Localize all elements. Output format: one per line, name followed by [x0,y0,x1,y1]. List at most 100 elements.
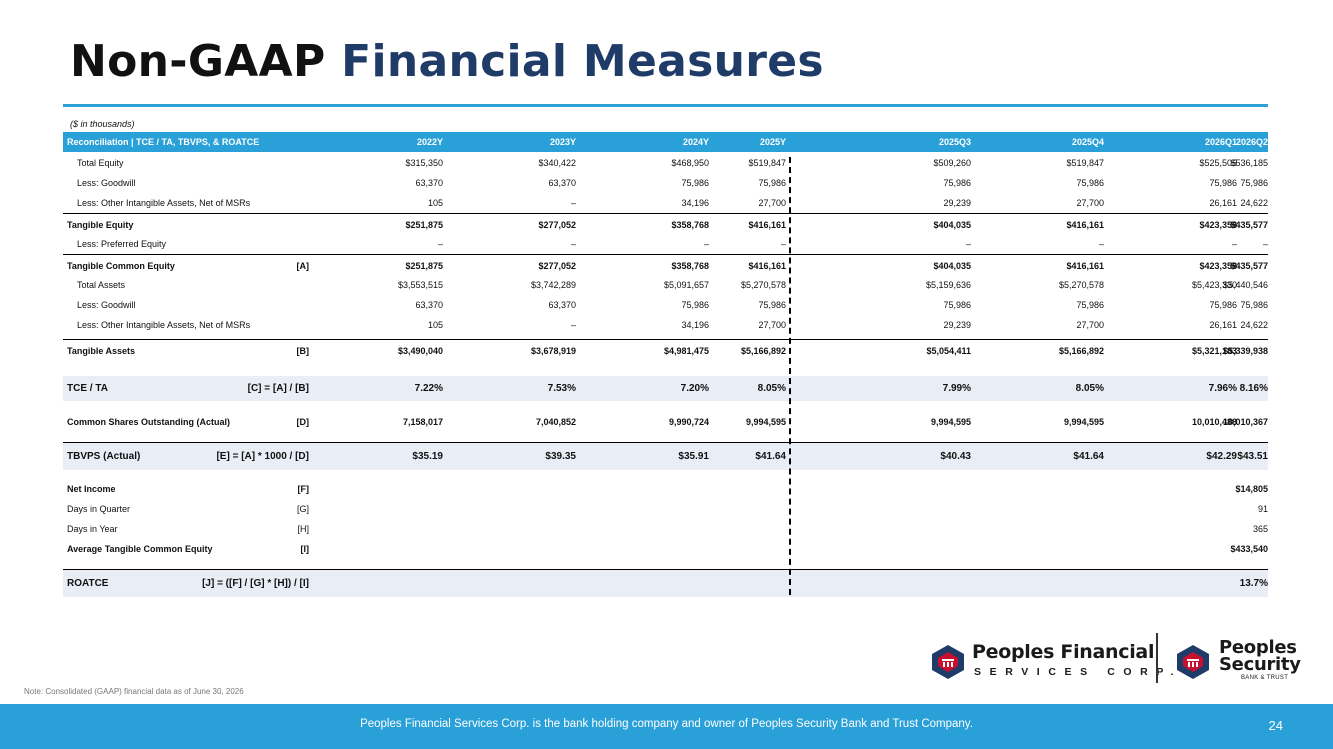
row-value: $251,875 [405,219,443,230]
row-value: 9,994,595 [1063,416,1104,427]
row-value: 10,010,367 [1222,416,1268,427]
title-rule [63,104,1268,107]
row-value: 27,700 [1076,320,1104,330]
row-value: 63,370 [548,178,576,188]
row-label: Total Equity [77,158,124,168]
row-reference: [E] = [A] * 1000 / [D] [216,451,309,462]
row-value [686,479,786,499]
row-value: 34,196 [681,198,709,208]
row-value: $41.64 [1073,451,1104,462]
row-value [343,570,443,597]
row-label: Less: Preferred Equity [77,239,167,249]
logo-secondary-sub: BANK & TRUST [1241,675,1289,681]
row-value: 24,622 [1240,320,1268,330]
row-value: 7.99% [942,383,971,394]
row-reference [253,315,309,335]
row-value: $40.43 [940,451,971,462]
row-reference [253,193,309,213]
column-header: 2024Y [682,137,709,147]
row-label: Tangible Assets [67,346,136,356]
row-label: Common Shares Outstanding (Actual) [67,416,231,427]
logo-divider [1156,633,1158,683]
row-value: $251,875 [405,260,443,271]
row-value [343,539,443,559]
row-reference: [J] = ([F] / [G] * [H]) / [I] [202,578,309,589]
row-value: $416,161 [1066,260,1104,271]
row-value: $5,166,892 [1058,346,1104,356]
row-label: TCE / TA [67,383,108,394]
row-reference: [I] [300,544,310,554]
row-value: 75,986 [681,178,709,188]
row-value [871,519,971,539]
row-value: 75,986 [1209,178,1237,188]
row-label: TBVPS (Actual) [67,451,141,462]
period-divider [789,157,791,595]
row-value: $416,161 [748,260,786,271]
row-reference: [A] [296,260,310,271]
table-row: Less: Other Intangible Assets, Net of MS… [63,193,1268,213]
row-reference: [B] [296,346,310,356]
footer-bar: Peoples Financial Services Corp. is the … [0,704,1333,749]
row-value [343,519,443,539]
table-row: Less: Goodwill 63,370 63,370 75,986 75,986 75… [63,173,1268,193]
row-label: Less: Other Intangible Assets, Net of MS… [77,198,251,208]
column-header: 2025Y [759,137,786,147]
row-value [686,539,786,559]
row-value: $519,847 [1066,158,1104,168]
table-row: Total Equity $315,350 $340,422 $468,950 $519… [63,153,1268,173]
row-label: Average Tangible Common Equity [67,544,213,554]
row-value [1004,519,1104,539]
row-reference: [H] [297,524,309,534]
row-value: $5,321,183 [1191,346,1237,356]
row-value: 29,239 [943,320,971,330]
title-part2: Financial Measures [341,36,824,87]
row-reference: [C] = [A] / [B] [247,383,309,394]
page-number: 24 [1268,718,1283,733]
row-value: 9,994,595 [745,416,786,427]
row-value: $14,805 [1235,484,1268,494]
row-value: $277,052 [538,219,576,230]
row-value: 24,622 [1240,198,1268,208]
row-value: 63,370 [415,178,443,188]
logo-mark-icon [1177,645,1209,679]
table-row: TBVPS (Actual) [E] = [A] * 1000 / [D] $35.… [63,442,1268,470]
table-row: Tangible Common Equity [A] $251,875 $277,05… [63,254,1268,276]
row-value: $42.29 [1206,451,1237,462]
row-value [1004,479,1104,499]
row-value [871,570,971,597]
logo-secondary-line1: Peoples [1219,637,1297,658]
row-value: $5,270,578 [1058,280,1104,290]
row-reference: [F] [297,484,310,494]
row-value: 75,986 [943,178,971,188]
row-value: $39.35 [545,451,576,462]
footer-text: Peoples Financial Services Corp. is the … [360,718,973,730]
row-value: $519,847 [748,158,786,168]
table-row: Net Income [F] $14,805 [63,479,1268,499]
row-value: 105 [427,198,443,208]
table-row: Tangible Equity $251,875 $277,052 $358,768 $… [63,213,1268,235]
logo-mark-icon [932,645,964,679]
row-value: – [570,239,576,249]
row-value: $3,678,919 [530,346,576,356]
row-value: 75,986 [1240,178,1268,188]
row-value [1004,570,1104,597]
table-row: TCE / TA [C] = [A] / [B] 7.22% 7.53% 7.20% 8.… [63,376,1268,401]
row-value: – [1231,239,1237,249]
row-value: $435,577 [1230,219,1268,230]
column-header: 2026Q1 [1204,137,1237,147]
row-value: 75,986 [1076,178,1104,188]
row-label: Days in Year [67,524,118,534]
row-value [686,519,786,539]
row-value [686,499,786,519]
row-value: 10,010,488 [1191,416,1237,427]
row-value: – [703,239,709,249]
row-reference [253,295,309,315]
row-label: Less: Goodwill [77,300,136,310]
row-value: $5,159,636 [925,280,971,290]
row-value: 75,986 [758,300,786,310]
row-value: – [570,320,576,330]
row-value: $423,358 [1199,260,1237,271]
row-value: 8.05% [757,383,786,394]
row-reference: [D] [296,416,310,427]
row-value [1004,499,1104,519]
